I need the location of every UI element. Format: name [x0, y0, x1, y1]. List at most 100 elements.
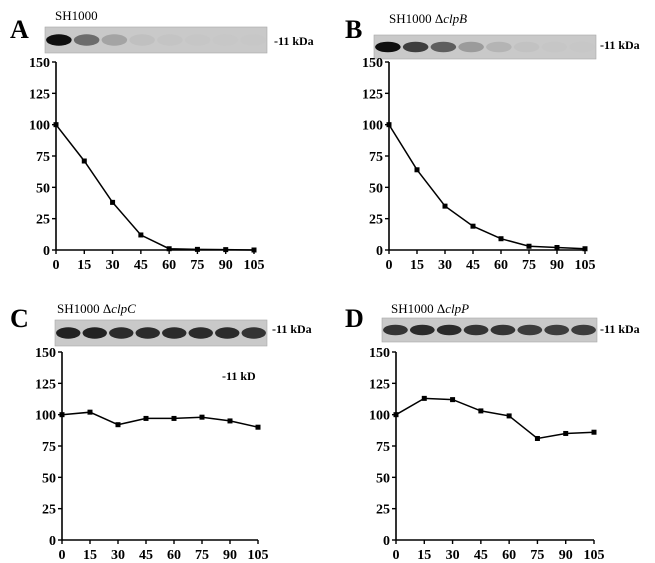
y-tick-label: 75 — [42, 440, 56, 455]
blot-band — [162, 327, 187, 339]
data-point — [199, 414, 205, 420]
data-point — [470, 223, 476, 229]
x-tick-label: 30 — [106, 258, 120, 273]
blot-band — [409, 324, 435, 336]
blot-band — [541, 41, 568, 53]
x-tick-label: 105 — [584, 548, 605, 563]
x-tick-label: 90 — [219, 258, 233, 273]
y-tick-label: 25 — [369, 213, 383, 228]
y-tick-label: 150 — [369, 346, 390, 361]
kda-label: -11 kDa — [272, 322, 312, 336]
x-tick-label: 45 — [134, 258, 148, 273]
x-tick-label: 60 — [162, 258, 176, 273]
x-tick-label: 0 — [393, 548, 400, 563]
data-point — [591, 429, 597, 435]
y-tick-label: 25 — [36, 213, 50, 228]
blot-band — [436, 324, 462, 336]
y-tick-label: 125 — [29, 87, 50, 102]
y-tick-label: 125 — [369, 377, 390, 392]
x-tick-label: 75 — [522, 258, 536, 273]
x-tick-label: 105 — [248, 548, 269, 563]
data-point — [138, 232, 144, 238]
blot-band — [82, 327, 107, 339]
x-tick-label: 0 — [386, 258, 393, 273]
data-point — [166, 246, 172, 252]
data-point — [534, 435, 540, 441]
blot-band — [430, 41, 457, 53]
blot-band — [458, 41, 484, 53]
y-tick-label: 100 — [29, 119, 50, 134]
data-point — [87, 409, 93, 415]
strain-name: SH1000 Δ — [391, 301, 445, 316]
blot-band — [402, 41, 429, 53]
strain-name: SH1000 Δ — [389, 11, 443, 26]
data-point — [81, 158, 87, 164]
y-tick-label: 100 — [362, 119, 383, 134]
y-tick-label: 0 — [43, 244, 50, 259]
panel-letter: C — [10, 304, 29, 333]
strain-gene: clpB — [443, 11, 467, 26]
blot-band — [73, 34, 100, 46]
panel-letter: B — [345, 15, 362, 44]
x-tick-label: 90 — [223, 548, 237, 563]
x-tick-label: 75 — [195, 548, 209, 563]
x-tick-label: 45 — [139, 548, 153, 563]
kda-label: -11 kDa — [274, 34, 314, 48]
y-tick-label: 125 — [362, 87, 383, 102]
y-tick-label: 25 — [42, 503, 56, 518]
data-point — [59, 412, 65, 418]
y-tick-label: 150 — [362, 56, 383, 71]
data-point — [563, 430, 569, 436]
y-tick-label: 100 — [369, 409, 390, 424]
panel-letter: D — [345, 304, 364, 333]
panel-a: A SH1000 -11 kDa 0 25 50 75 100 125 150 0 15 30 45 60 7… — [10, 8, 314, 273]
strain-gene: clpC — [111, 301, 136, 316]
data-point — [53, 122, 59, 128]
x-tick-label: 15 — [410, 258, 424, 273]
blot-band — [569, 41, 595, 53]
y-tick-label: 0 — [383, 534, 390, 549]
y-tick-label: 75 — [376, 440, 390, 455]
data-point — [223, 247, 229, 253]
blot-band — [212, 34, 239, 46]
strain-label: SH1000 — [55, 8, 98, 23]
data-point — [255, 424, 261, 430]
blot-band — [188, 327, 213, 339]
blot-band — [463, 324, 489, 336]
data-point — [386, 122, 392, 128]
series-line — [61, 411, 259, 428]
panel-letter: A — [10, 15, 29, 44]
data-point — [554, 244, 560, 250]
data-point — [450, 397, 456, 403]
data-point — [251, 247, 257, 253]
blot-band — [241, 327, 266, 339]
data-point — [414, 167, 420, 173]
x-tick-label: 30 — [446, 548, 460, 563]
y-tick-label: 125 — [35, 377, 56, 392]
y-tick-label: 75 — [36, 150, 50, 165]
panel-b: B SH1000 ΔclpB -11 kDa 0 25 50 75 100 125 150 0 15 3… — [345, 11, 640, 273]
blot-band — [56, 327, 81, 339]
x-tick-label: 0 — [59, 548, 66, 563]
data-point — [526, 243, 532, 249]
series-line — [395, 397, 595, 440]
strain-label: SH1000 ΔclpC — [57, 301, 136, 316]
y-tick-label: 50 — [376, 471, 390, 486]
blot-band — [490, 324, 516, 336]
strain-label: SH1000 ΔclpP — [391, 301, 469, 316]
y-tick-label: 25 — [376, 503, 390, 518]
blot-band — [486, 41, 512, 53]
x-tick-label: 90 — [559, 548, 573, 563]
strain-name: SH1000 Δ — [57, 301, 111, 316]
x-tick-label: 75 — [190, 258, 204, 273]
blot-band — [135, 327, 160, 339]
x-tick-label: 60 — [494, 258, 508, 273]
y-tick-label: 50 — [36, 181, 50, 196]
x-tick-label: 15 — [417, 548, 431, 563]
x-tick-label: 30 — [438, 258, 452, 273]
blot-band — [383, 324, 408, 336]
blot-band — [157, 34, 183, 46]
blot-band — [375, 41, 401, 53]
x-tick-label: 90 — [550, 258, 564, 273]
